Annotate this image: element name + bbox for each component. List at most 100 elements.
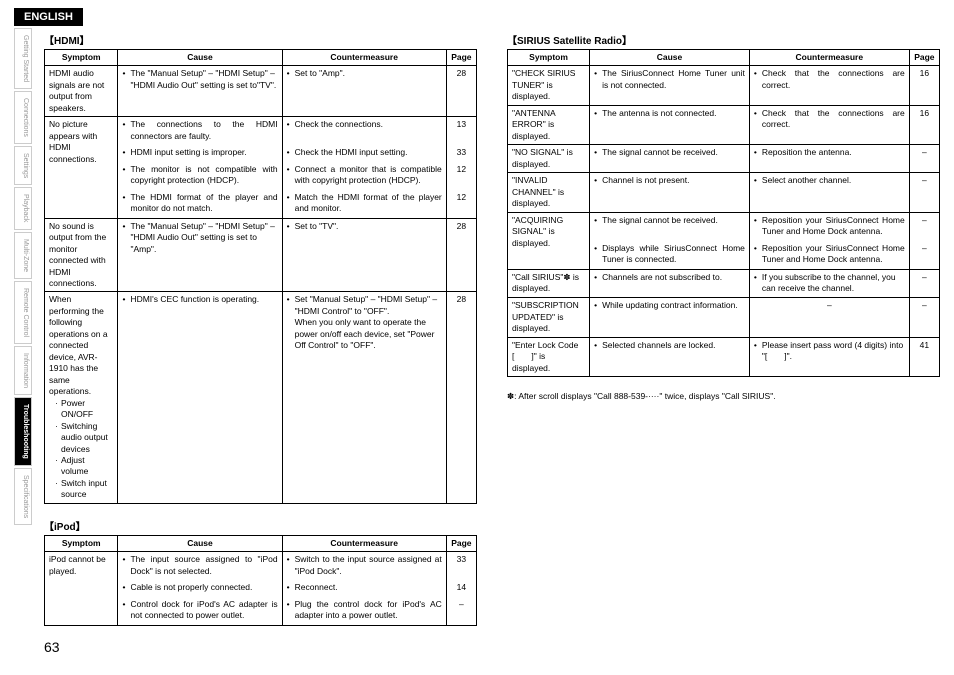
ipod-table: SymptomCauseCountermeasurePageiPod canno… — [44, 535, 477, 626]
cause-cell: The "Manual Setup" – "HDMI Setup" – "HDM… — [118, 218, 282, 292]
page-cell: 16 — [909, 66, 939, 105]
col-header: Symptom — [45, 50, 118, 66]
cause-cell: Channel is not present. — [590, 173, 750, 212]
col-header: Countermeasure — [282, 535, 446, 551]
ipod-title: 【iPod】 — [44, 518, 477, 533]
table-row: "INVALID CHANNEL" is displayed.Channel i… — [508, 173, 940, 212]
table-row: "Call SIRIUS"✽ is displayed.Channels are… — [508, 269, 940, 298]
countermeasure-cell: Select another channel. — [749, 173, 909, 212]
col-header: Page — [909, 50, 939, 66]
language-header: ENGLISH — [14, 8, 83, 26]
hdmi-title: 【HDMI】 — [44, 32, 477, 47]
table-row: "NO SIGNAL" is displayed.The signal cann… — [508, 145, 940, 173]
countermeasure-cell: Check that the connections are correct. — [749, 66, 909, 105]
side-navigation: Getting Started Connections Settings Playba… — [14, 28, 32, 525]
side-tab-multi-zone[interactable]: Multi-Zone — [14, 232, 32, 279]
sirius-footnote: ✽: After scroll displays "Call 888-539-·… — [507, 391, 940, 402]
symptom-cell: iPod cannot be played. — [45, 552, 118, 625]
table-row: "CHECK SIRIUS TUNER" is displayed.The Si… — [508, 66, 940, 105]
col-header: Page — [446, 50, 476, 66]
left-column: 【HDMI】 SymptomCauseCountermeasurePageHDM… — [44, 28, 477, 640]
countermeasure-cell: Connect a monitor that is compatible wit… — [282, 162, 446, 190]
countermeasure-cell: Plug the control dock for iPod's AC adap… — [282, 597, 446, 625]
hdmi-table: SymptomCauseCountermeasurePageHDMI audio… — [44, 49, 477, 504]
cause-cell: The input source assigned to "iPod Dock"… — [118, 552, 282, 580]
cause-cell: The antenna is not connected. — [590, 105, 750, 144]
side-tab-connections[interactable]: Connections — [14, 91, 32, 144]
table-row: "SUBSCRIPTION UPDATED" is displayed.Whil… — [508, 298, 940, 337]
cause-cell: Displays while SiriusConnect Home Tuner … — [590, 241, 750, 269]
table-row: iPod cannot be played.The input source a… — [45, 552, 477, 580]
side-tab-remote-control[interactable]: Remote Control — [14, 281, 32, 344]
symptom-cell: "ACQUIRING SIGNAL" is displayed. — [508, 212, 590, 269]
cause-cell: The monitor is not compatible with copyr… — [118, 162, 282, 190]
page-cell: 33 — [446, 145, 476, 161]
page-cell: 13 — [446, 117, 476, 145]
main-content: 【HDMI】 SymptomCauseCountermeasurePageHDM… — [44, 28, 940, 640]
countermeasure-cell: Reposition your SiriusConnect Home Tuner… — [749, 212, 909, 240]
col-header: Countermeasure — [749, 50, 909, 66]
symptom-cell: "CHECK SIRIUS TUNER" is displayed. — [508, 66, 590, 105]
col-header: Symptom — [45, 535, 118, 551]
cause-cell: The HDMI format of the player and monito… — [118, 190, 282, 218]
table-row: No sound is output from the monitor conn… — [45, 218, 477, 292]
countermeasure-cell: If you subscribe to the channel, you can… — [749, 269, 909, 298]
symptom-cell: "Call SIRIUS"✽ is displayed. — [508, 269, 590, 298]
col-header: Page — [446, 535, 476, 551]
page-cell: – — [909, 212, 939, 240]
page-cell: 28 — [446, 66, 476, 117]
table-row: "ANTENNA ERROR" is displayed.The antenna… — [508, 105, 940, 144]
countermeasure-cell: Check the connections. — [282, 117, 446, 145]
symptom-cell: "SUBSCRIPTION UPDATED" is displayed. — [508, 298, 590, 337]
col-header: Cause — [118, 535, 282, 551]
table-row: No picture appears with HDMI connections… — [45, 117, 477, 145]
page-cell: – — [446, 597, 476, 625]
side-tab-specifications[interactable]: Specifications — [14, 468, 32, 525]
side-tab-troubleshooting[interactable]: Troubleshooting — [14, 397, 32, 466]
cause-cell: While updating contract information. — [590, 298, 750, 337]
col-header: Cause — [118, 50, 282, 66]
page-cell: 28 — [446, 292, 476, 503]
page-number: 63 — [44, 639, 60, 655]
symptom-cell: No picture appears with HDMI connections… — [45, 117, 118, 218]
countermeasure-cell: Check the HDMI input setting. — [282, 145, 446, 161]
countermeasure-cell: Check that the connections are correct. — [749, 105, 909, 144]
table-row: "Enter Lock Code [ ]" is displayed.Selec… — [508, 337, 940, 376]
cause-cell: Cable is not properly connected. — [118, 580, 282, 596]
cause-cell: The SiriusConnect Home Tuner unit is not… — [590, 66, 750, 105]
symptom-cell: HDMI audio signals are not output from s… — [45, 66, 118, 117]
side-tab-getting-started[interactable]: Getting Started — [14, 28, 32, 89]
page-cell: – — [909, 241, 939, 269]
col-header: Cause — [590, 50, 750, 66]
table-row: "ACQUIRING SIGNAL" is displayed.The sign… — [508, 212, 940, 240]
cause-cell: Channels are not subscribed to. — [590, 269, 750, 298]
symptom-cell: When performing the following operations… — [45, 292, 118, 503]
countermeasure-cell: – — [749, 298, 909, 337]
sirius-title: 【SIRIUS Satellite Radio】 — [507, 32, 940, 47]
table-row: When performing the following operations… — [45, 292, 477, 503]
side-tab-settings[interactable]: Settings — [14, 146, 32, 185]
countermeasure-cell: Set "Manual Setup" – "HDMI Setup" – "HDM… — [282, 292, 446, 503]
symptom-cell: "NO SIGNAL" is displayed. — [508, 145, 590, 173]
countermeasure-cell: Reposition your SiriusConnect Home Tuner… — [749, 241, 909, 269]
cause-cell: HDMI input setting is improper. — [118, 145, 282, 161]
symptom-cell: No sound is output from the monitor conn… — [45, 218, 118, 292]
sirius-table: SymptomCauseCountermeasurePage"CHECK SIR… — [507, 49, 940, 377]
page-cell: – — [909, 145, 939, 173]
countermeasure-cell: Switch to the input source assigned at "… — [282, 552, 446, 580]
col-header: Symptom — [508, 50, 590, 66]
page-cell: 12 — [446, 162, 476, 190]
side-tab-information[interactable]: Information — [14, 346, 32, 395]
right-column: 【SIRIUS Satellite Radio】 SymptomCauseCou… — [507, 28, 940, 640]
countermeasure-cell: Set to "TV". — [282, 218, 446, 292]
symptom-cell: "Enter Lock Code [ ]" is displayed. — [508, 337, 590, 376]
cause-cell: Selected channels are locked. — [590, 337, 750, 376]
countermeasure-cell: Reconnect. — [282, 580, 446, 596]
table-row: HDMI audio signals are not output from s… — [45, 66, 477, 117]
countermeasure-cell: Set to "Amp". — [282, 66, 446, 117]
symptom-cell: "ANTENNA ERROR" is displayed. — [508, 105, 590, 144]
cause-cell: The connections to the HDMI connectors a… — [118, 117, 282, 145]
side-tab-playback[interactable]: Playback — [14, 187, 32, 229]
cause-cell: Control dock for iPod's AC adapter is no… — [118, 597, 282, 625]
page-cell: 41 — [909, 337, 939, 376]
